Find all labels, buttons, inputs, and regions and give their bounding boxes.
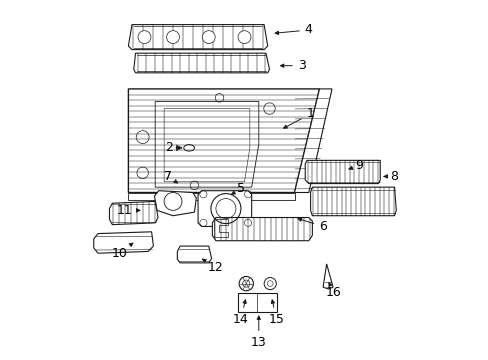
Circle shape: [138, 31, 151, 44]
Text: 5: 5: [231, 183, 244, 195]
Polygon shape: [109, 202, 158, 225]
Circle shape: [238, 31, 250, 44]
Text: 2: 2: [165, 141, 180, 154]
Text: 9: 9: [348, 159, 362, 172]
Polygon shape: [294, 89, 331, 193]
Polygon shape: [128, 24, 267, 50]
Circle shape: [202, 31, 215, 44]
Text: 6: 6: [298, 218, 326, 233]
Text: 11: 11: [117, 204, 140, 217]
Text: 1: 1: [283, 107, 314, 128]
Text: 13: 13: [250, 316, 266, 349]
Polygon shape: [310, 187, 395, 216]
Polygon shape: [198, 191, 251, 226]
Polygon shape: [128, 89, 319, 193]
Polygon shape: [323, 264, 332, 289]
Text: 7: 7: [163, 170, 177, 183]
Text: 14: 14: [233, 300, 248, 326]
Polygon shape: [128, 193, 294, 200]
Polygon shape: [94, 232, 153, 253]
Text: 15: 15: [268, 300, 284, 326]
Text: 3: 3: [280, 59, 305, 72]
Text: 16: 16: [325, 283, 341, 299]
Polygon shape: [154, 191, 196, 216]
Text: 12: 12: [202, 259, 224, 274]
Polygon shape: [177, 246, 211, 263]
Text: 4: 4: [275, 23, 312, 36]
Polygon shape: [212, 217, 312, 241]
Polygon shape: [238, 293, 276, 312]
Text: 8: 8: [383, 170, 398, 183]
Polygon shape: [214, 219, 228, 237]
Polygon shape: [305, 160, 380, 184]
Circle shape: [166, 31, 179, 44]
Text: 10: 10: [111, 243, 133, 260]
Polygon shape: [134, 53, 269, 73]
